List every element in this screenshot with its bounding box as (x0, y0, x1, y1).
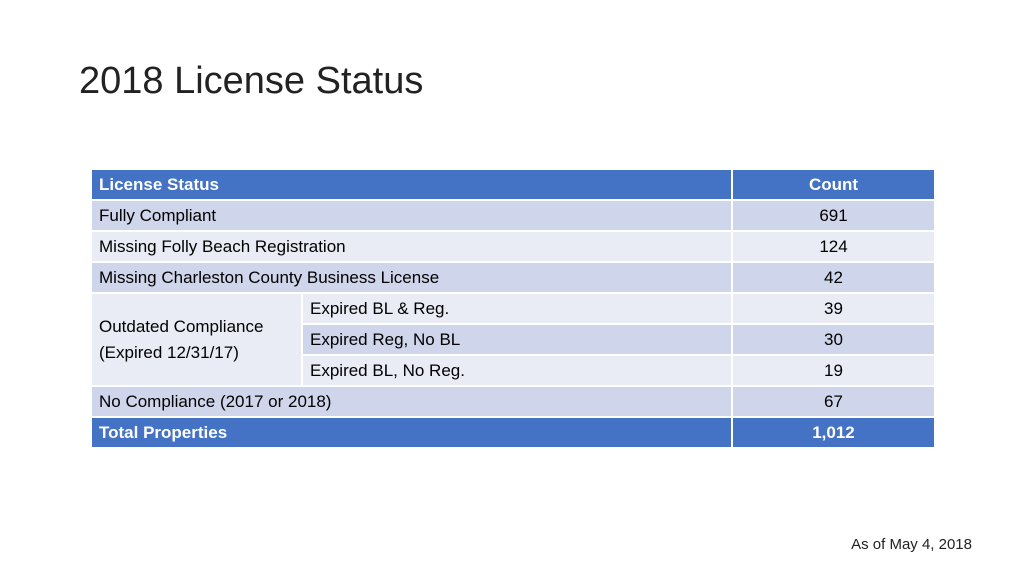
count-cell: 30 (731, 323, 936, 356)
table-row: No Compliance (2017 or 2018) 67 (90, 385, 936, 418)
count-cell: 691 (731, 199, 936, 232)
table-row: Outdated Compliance (Expired 12/31/17) E… (90, 292, 936, 387)
table-header-row: License Status Count (90, 168, 936, 201)
count-column-header: Count (731, 168, 936, 201)
count-cell: 19 (731, 354, 936, 387)
table-row: Expired Reg, No BL 30 (91, 323, 936, 356)
table-row: Missing Charleston County Business Licen… (90, 261, 936, 294)
status-column-header: License Status (90, 168, 733, 201)
table-row: Missing Folly Beach Registration 124 (90, 230, 936, 263)
table-row: Fully Compliant 691 (90, 199, 936, 232)
total-count: 1,012 (731, 416, 936, 449)
status-cell: Expired Reg, No BL (301, 323, 733, 356)
status-cell: Fully Compliant (90, 199, 733, 232)
count-cell: 42 (731, 261, 936, 294)
total-label: Total Properties (90, 416, 733, 449)
status-cell: Missing Charleston County Business Licen… (90, 261, 733, 294)
as-of-date-note: As of May 4, 2018 (851, 536, 972, 553)
count-cell: 67 (731, 385, 936, 418)
status-cell: Missing Folly Beach Registration (90, 230, 733, 263)
status-cell: No Compliance (2017 or 2018) (90, 385, 733, 418)
page-title: 2018 License Status (79, 60, 424, 102)
status-cell: Expired BL & Reg. (301, 292, 733, 325)
count-cell: 124 (731, 230, 936, 263)
outdated-label-line2: (Expired 12/31/17) (99, 342, 239, 362)
count-cell: 39 (731, 292, 936, 325)
outdated-compliance-label: Outdated Compliance (Expired 12/31/17) (90, 292, 303, 387)
status-cell: Expired BL, No Reg. (301, 354, 733, 387)
total-row: Total Properties 1,012 (90, 416, 936, 449)
outdated-label-line1: Outdated Compliance (99, 316, 264, 336)
license-status-table: License Status Count Fully Compliant 691… (90, 168, 936, 449)
table-row: Expired BL, No Reg. 19 (91, 354, 936, 387)
